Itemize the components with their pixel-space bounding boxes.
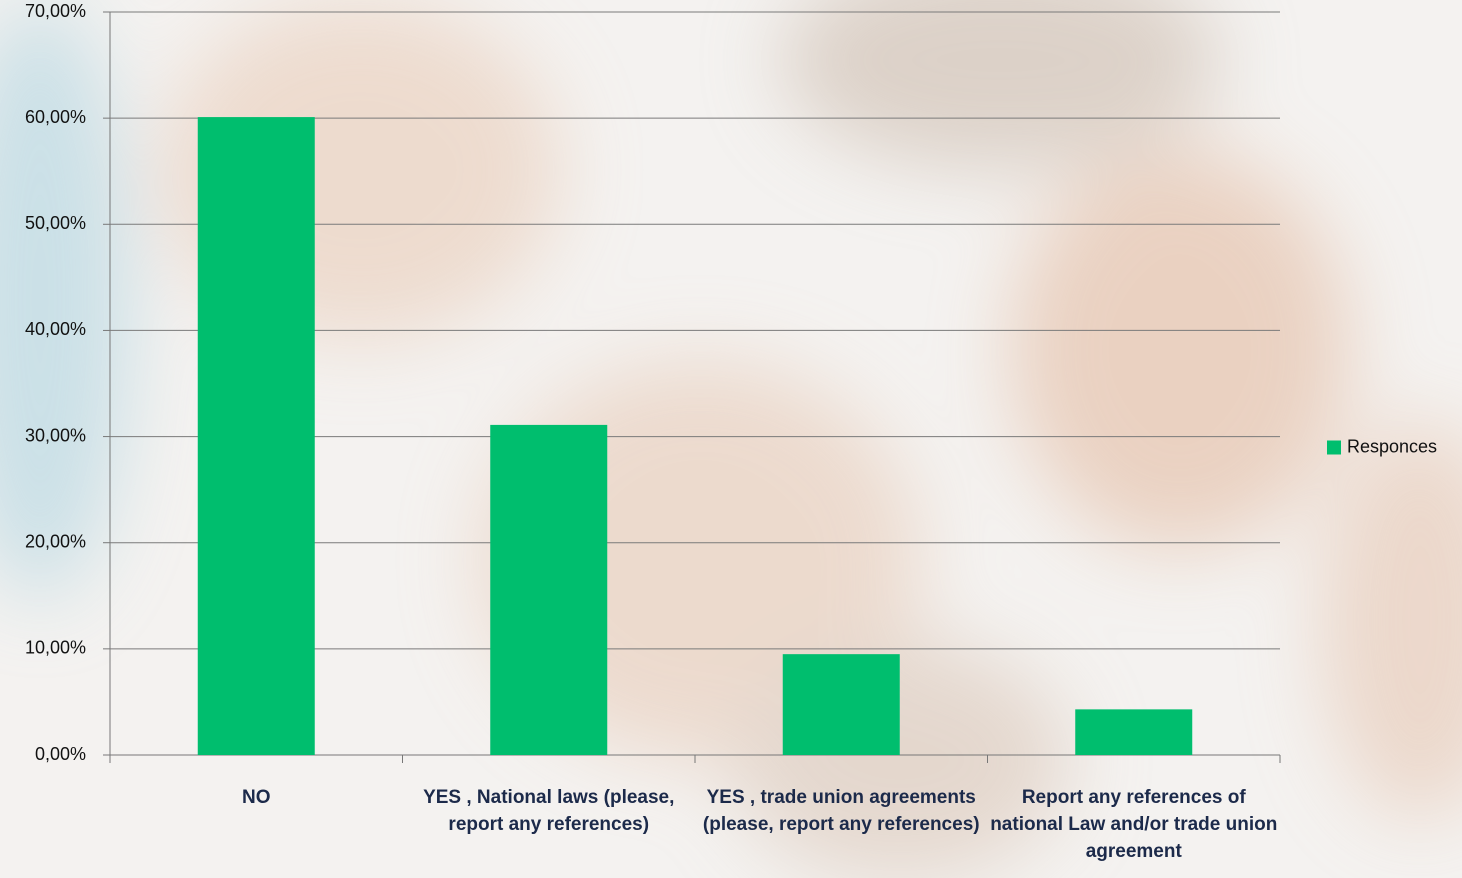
y-tick-label: 70,00% [25, 1, 86, 21]
y-tick-label: 10,00% [25, 638, 86, 658]
y-tick-label: 40,00% [25, 319, 86, 339]
y-tick-label: 30,00% [25, 425, 86, 445]
y-tick-label: 0,00% [35, 744, 86, 764]
bar [1075, 709, 1193, 755]
bar [490, 424, 608, 755]
y-tick-label: 20,00% [25, 531, 86, 551]
legend-label: Responces [1347, 436, 1437, 456]
y-tick-label: 60,00% [25, 107, 86, 127]
bar [197, 117, 315, 756]
x-tick-label: YES , trade union agreements (please, re… [702, 787, 980, 835]
x-tick-label: YES , National laws (please, report any … [423, 787, 675, 835]
y-tick-label: 50,00% [25, 213, 86, 233]
bar [782, 654, 900, 755]
x-tick-label: NO [242, 787, 271, 808]
legend-swatch [1327, 440, 1341, 455]
x-tick-label: Report any references of national Law an… [990, 787, 1278, 862]
